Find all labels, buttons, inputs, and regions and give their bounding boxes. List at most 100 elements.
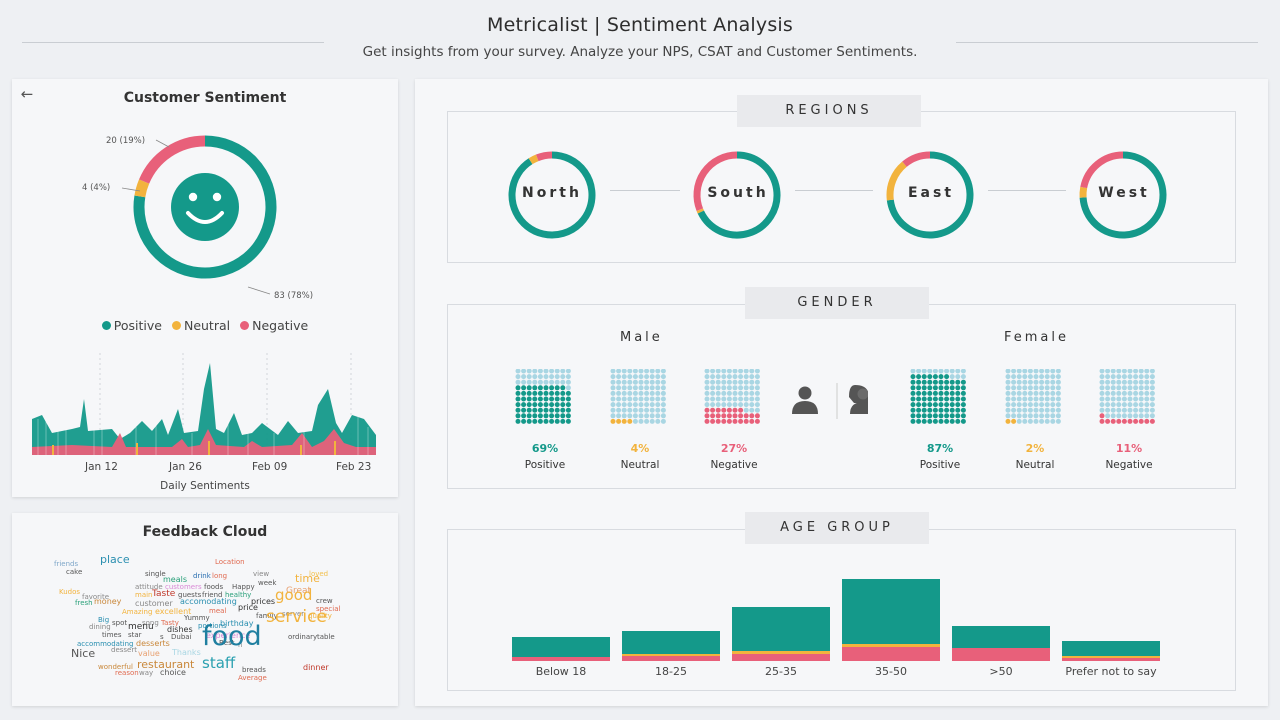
cloud-word[interactable]: Dubai	[171, 633, 192, 641]
cloud-word[interactable]: cake	[66, 568, 83, 576]
region-north-neutral-arc[interactable]	[528, 154, 539, 165]
cloud-word[interactable]: Happy	[232, 583, 255, 591]
cloud-word[interactable]: excellent	[155, 607, 192, 616]
cloud-word[interactable]: server	[282, 610, 305, 618]
sentiment-positive-arc[interactable]	[133, 135, 277, 279]
cloud-word[interactable]: Kudos	[59, 588, 81, 596]
cloud-word[interactable]: Amazing	[122, 608, 153, 616]
cloud-word[interactable]: dinner	[303, 663, 329, 672]
cloud-word[interactable]: good	[275, 586, 313, 604]
cloud-word[interactable]: loved	[309, 570, 329, 578]
cloud-word[interactable]: staff	[202, 654, 236, 672]
cloud-word[interactable]: fresh	[75, 599, 93, 607]
cloud-word[interactable]: dishes	[167, 625, 193, 634]
cloud-word[interactable]: healthy	[225, 591, 252, 599]
cloud-word[interactable]: dessert	[111, 646, 137, 654]
cloud-word[interactable]: choice	[160, 668, 186, 677]
cloud-word[interactable]: place	[100, 553, 130, 566]
cloud-word[interactable]: guests	[178, 591, 202, 599]
region-east-neutral-arc[interactable]	[886, 161, 907, 201]
cloud-word[interactable]: reason	[115, 669, 139, 677]
cloud-word[interactable]: long	[212, 572, 228, 580]
age-bar-6[interactable]	[1062, 641, 1160, 661]
cloud-word[interactable]: spot	[112, 619, 128, 627]
cloud-word[interactable]: birthday	[220, 619, 254, 628]
region-south-positive-arc[interactable]	[697, 151, 781, 239]
cloud-word[interactable]: service	[266, 607, 327, 627]
cloud-word[interactable]: customer	[135, 599, 173, 608]
cloud-word[interactable]: drink	[193, 572, 211, 580]
cloud-word[interactable]: friend	[202, 591, 223, 599]
legend-positive[interactable]: Positive	[101, 318, 162, 333]
cloud-word[interactable]: single	[145, 570, 166, 578]
cloud-word[interactable]: ordinary	[288, 633, 318, 641]
age-bar-5[interactable]	[952, 626, 1050, 661]
cloud-word[interactable]: price	[238, 603, 258, 612]
region-west-negative-arc[interactable]	[1080, 151, 1124, 189]
region-west-positive-arc[interactable]	[1079, 151, 1167, 239]
cloud-word[interactable]: view	[253, 570, 270, 578]
region-north-positive-arc[interactable]	[508, 151, 596, 239]
age-bar-2[interactable]	[622, 631, 720, 661]
cloud-word[interactable]: Best	[219, 639, 235, 647]
cloud-word[interactable]: attitude	[135, 583, 163, 591]
cloud-word[interactable]: special	[316, 605, 341, 613]
legend-neutral[interactable]: Neutral	[171, 318, 230, 333]
cloud-word[interactable]: Taste	[152, 589, 176, 599]
cloud-word[interactable]: Big	[98, 616, 110, 624]
region-east-negative-arc[interactable]	[902, 151, 931, 167]
cloud-word[interactable]: food	[202, 621, 262, 652]
cloud-word[interactable]: table	[317, 633, 335, 641]
cloud-word[interactable]: n	[238, 641, 243, 649]
age-bar-3[interactable]	[732, 607, 830, 661]
region-south-neutral-arc[interactable]	[696, 208, 704, 214]
back-button[interactable]: ←	[16, 83, 38, 105]
cloud-word[interactable]: time	[295, 572, 320, 585]
cloud-word[interactable]: main	[135, 591, 153, 599]
cloud-word[interactable]: friends	[54, 560, 79, 568]
cloud-word[interactable]: Great	[286, 586, 312, 596]
cloud-word[interactable]: Average	[238, 674, 267, 682]
region-west-neutral-arc[interactable]	[1079, 186, 1088, 198]
cloud-word[interactable]: restaurant	[137, 658, 195, 671]
cloud-word[interactable]: desserts	[136, 639, 170, 648]
cloud-word[interactable]: favorite	[82, 593, 110, 601]
cloud-word[interactable]: dining	[89, 623, 111, 631]
region-south-negative-arc[interactable]	[693, 151, 738, 212]
cloud-word[interactable]: prices	[251, 597, 276, 606]
cloud-word[interactable]: family	[256, 612, 278, 620]
cloud-word[interactable]: star	[128, 631, 142, 639]
region-east-positive-arc[interactable]	[886, 151, 974, 239]
age-bar-1[interactable]	[512, 637, 610, 661]
cloud-word[interactable]: wonderful	[98, 663, 133, 671]
cloud-word[interactable]: times	[102, 631, 122, 639]
cloud-word[interactable]: breads	[242, 666, 266, 674]
cloud-word[interactable]: portions	[198, 622, 227, 630]
cloud-word[interactable]: way	[139, 669, 154, 677]
cloud-word[interactable]: Location	[215, 558, 245, 566]
legend-negative[interactable]: Negative	[240, 318, 308, 333]
cloud-word[interactable]: foods	[204, 583, 224, 591]
cloud-word[interactable]: money	[94, 597, 122, 606]
cloud-word[interactable]: value	[138, 649, 160, 658]
cloud-word[interactable]: accomodating	[180, 597, 237, 606]
cloud-word[interactable]: accommodating	[77, 640, 134, 648]
cloud-word[interactable]: customers	[165, 583, 202, 591]
cloud-word[interactable]: Tasty	[161, 619, 179, 627]
cloud-word[interactable]: song	[142, 619, 159, 627]
sentiment-negative-arc[interactable]	[139, 135, 206, 184]
cloud-word[interactable]: menu	[128, 622, 154, 632]
cloud-word[interactable]: Thanks	[172, 648, 201, 657]
cloud-word[interactable]: crew	[316, 597, 333, 605]
cloud-word[interactable]: s	[160, 633, 164, 641]
cloud-word[interactable]: meals	[163, 575, 188, 584]
cloud-word[interactable]: week	[258, 579, 277, 587]
region-north-negative-arc[interactable]	[535, 151, 553, 162]
age-bar-4[interactable]	[842, 579, 940, 661]
cloud-word[interactable]: meal	[209, 607, 227, 615]
cloud-word[interactable]: quality	[308, 612, 332, 620]
cloud-word[interactable]: experience	[206, 631, 251, 640]
sentiment-neutral-arc[interactable]	[134, 179, 150, 198]
cloud-word[interactable]: Nice	[71, 647, 96, 660]
cloud-word[interactable]: Yummy	[184, 614, 210, 622]
